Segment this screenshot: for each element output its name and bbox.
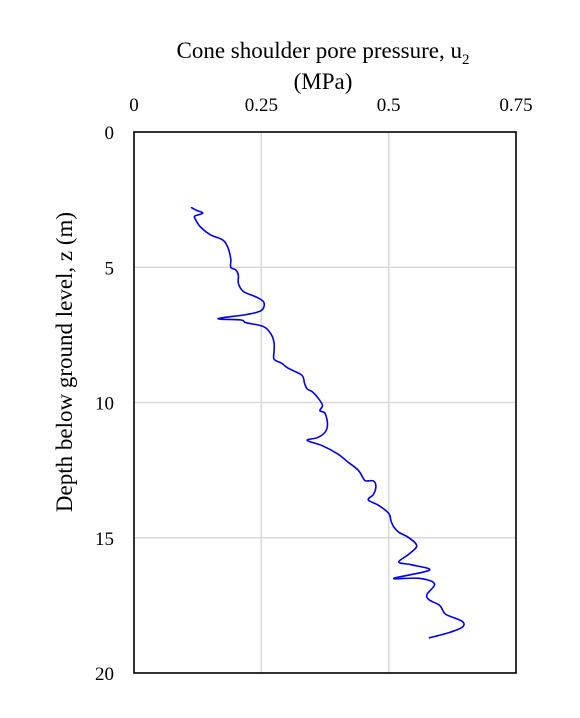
plot-frame [133, 131, 517, 674]
x-tick-label: 0.25 [245, 95, 278, 116]
y-tick-label: 20 [95, 664, 114, 685]
y-tick-label: 5 [105, 258, 115, 279]
tick-labels: 0 0.25 0.5 0.75 0 5 10 15 20 [95, 95, 533, 685]
y-tick-label: 15 [95, 529, 114, 550]
y-tick-label: 10 [95, 394, 114, 415]
y-axis-title: Depth below ground level, z (m) [52, 212, 77, 512]
gridlines [134, 132, 516, 673]
x-axis-title-line1: Cone shoulder pore pressure, u2 [176, 38, 469, 68]
x-tick-label: 0 [129, 95, 139, 116]
x-axis-title-line2: (MPa) [294, 69, 353, 94]
series-layer [190, 206, 465, 639]
x-tick-label: 0.5 [377, 95, 401, 116]
pore-pressure-series-line [190, 206, 465, 639]
x-tick-label: 0.75 [499, 95, 532, 116]
x-axis-title-subscript: 2 [462, 52, 470, 68]
y-tick-label: 0 [105, 123, 115, 144]
